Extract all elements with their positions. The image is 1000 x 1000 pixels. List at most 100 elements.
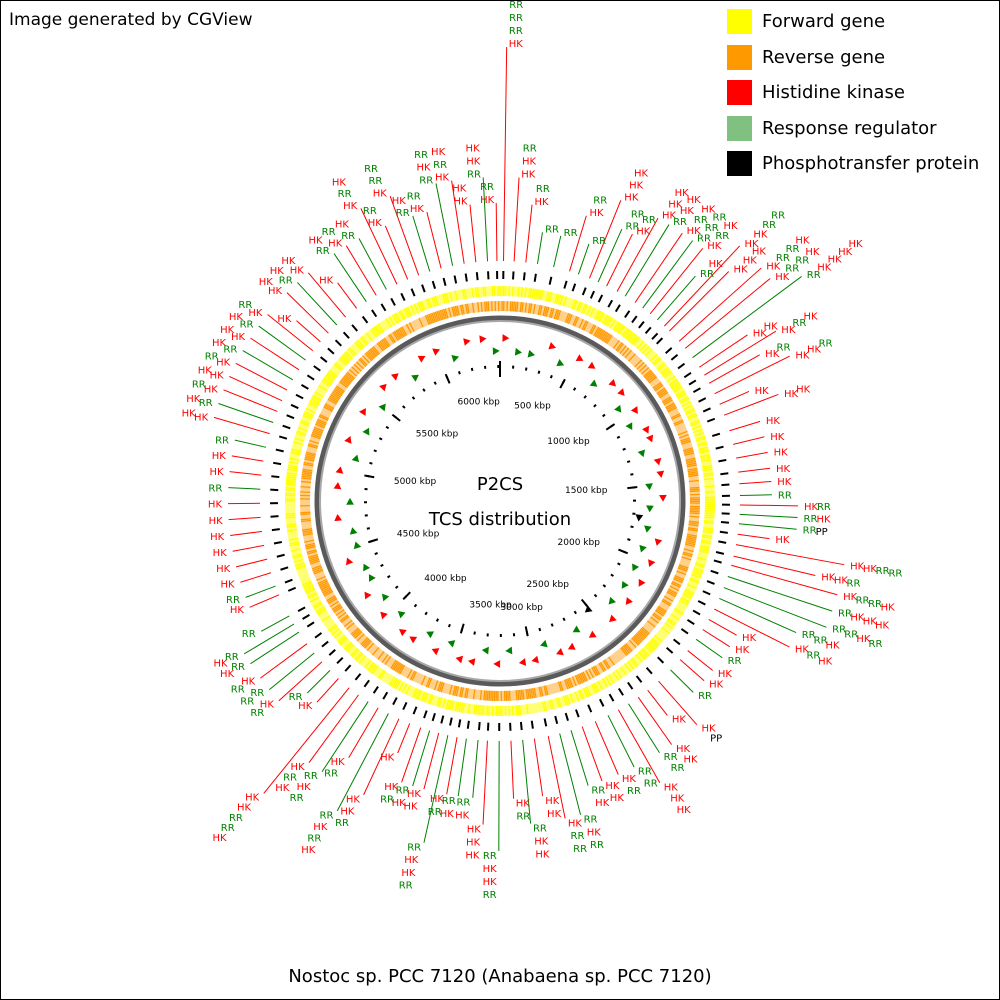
feature-label-rr: RR bbox=[571, 831, 585, 842]
feature-label-hk: HK bbox=[319, 276, 334, 287]
reverse-gene bbox=[426, 314, 432, 325]
feature-label-rr: RR bbox=[509, 26, 523, 37]
reverse-gene bbox=[308, 443, 319, 448]
reverse-gene bbox=[308, 555, 319, 560]
reverse-gene bbox=[336, 385, 345, 393]
forward-gene bbox=[531, 288, 535, 299]
feature-label-rr: RR bbox=[322, 227, 336, 238]
feature-tick bbox=[711, 432, 721, 437]
reverse-gene bbox=[557, 681, 563, 692]
forward-gene bbox=[313, 602, 323, 610]
forward-gene bbox=[520, 287, 524, 298]
reverse-gene bbox=[301, 472, 312, 475]
marker-rr bbox=[632, 563, 640, 572]
feature-leader-line bbox=[597, 228, 623, 283]
forward-gene bbox=[371, 327, 379, 337]
ruler-minor-tick bbox=[583, 395, 587, 399]
forward-gene bbox=[608, 674, 615, 684]
feature-tick bbox=[284, 578, 293, 584]
feature-leader-line bbox=[337, 282, 358, 309]
reverse-gene bbox=[680, 437, 690, 442]
reverse-gene bbox=[686, 460, 697, 465]
feature-leader-line bbox=[669, 271, 730, 332]
forward-gene bbox=[672, 384, 682, 392]
ruler-minor-tick bbox=[422, 388, 426, 392]
feature-label-rr: RR bbox=[802, 630, 816, 641]
reverse-gene bbox=[637, 631, 646, 640]
forward-gene bbox=[327, 623, 337, 631]
reverse-gene bbox=[302, 532, 313, 536]
reverse-gene bbox=[307, 444, 318, 449]
backbone-ring bbox=[314, 315, 686, 687]
feature-tick bbox=[702, 590, 711, 596]
forward-gene bbox=[473, 704, 476, 715]
feature-label-rr: RR bbox=[483, 890, 497, 901]
forward-gene bbox=[701, 539, 712, 543]
feature-label-rr: RR bbox=[644, 778, 658, 789]
reverse-gene bbox=[369, 348, 378, 357]
feature-leader-line bbox=[723, 393, 779, 416]
marker-rr bbox=[351, 454, 360, 463]
reverse-gene bbox=[477, 302, 480, 313]
reverse-gene bbox=[321, 586, 331, 593]
forward-gene bbox=[557, 294, 562, 305]
forward-gene bbox=[696, 441, 707, 446]
reverse-gene bbox=[647, 374, 657, 383]
reverse-gene bbox=[331, 392, 341, 400]
feature-label-rr: RR bbox=[792, 318, 806, 329]
reverse-gene bbox=[440, 682, 445, 693]
feature-leader-line bbox=[267, 314, 314, 352]
feature-label-rr: RR bbox=[590, 840, 604, 851]
feature-label-rr: RR bbox=[876, 566, 890, 577]
feature-label-rr: RR bbox=[433, 160, 447, 171]
marker-hk bbox=[609, 614, 617, 623]
forward-gene bbox=[515, 705, 518, 716]
forward-gene bbox=[312, 394, 322, 401]
forward-gene bbox=[288, 461, 299, 465]
feature-leader-line bbox=[533, 738, 544, 797]
feature-label-rr: RR bbox=[407, 843, 421, 854]
forward-gene bbox=[321, 615, 331, 622]
feature-leader-line bbox=[235, 362, 288, 391]
feature-label-hk: HK bbox=[795, 235, 810, 246]
reverse-gene bbox=[544, 306, 548, 317]
feature-label-hk: HK bbox=[331, 757, 346, 768]
feature-leader-line bbox=[307, 272, 347, 318]
reverse-gene bbox=[573, 316, 580, 327]
marker-pp bbox=[635, 514, 644, 522]
feature-label-rr: RR bbox=[856, 595, 870, 606]
feature-label-rr: RR bbox=[771, 211, 785, 222]
reverse-gene bbox=[509, 301, 512, 312]
forward-gene bbox=[309, 596, 320, 603]
reverse-gene bbox=[333, 389, 343, 397]
forward-gene bbox=[671, 383, 681, 390]
feature-label-hk: HK bbox=[332, 177, 347, 188]
reverse-gene bbox=[337, 611, 347, 619]
feature-label-rr: RR bbox=[419, 175, 433, 186]
feature-label-hk: HK bbox=[229, 312, 244, 323]
reverse-gene bbox=[316, 575, 326, 581]
ruler-minor-tick bbox=[378, 437, 383, 441]
reverse-gene bbox=[329, 600, 340, 608]
reverse-gene bbox=[641, 366, 650, 375]
feature-label-hk: HK bbox=[440, 809, 455, 820]
forward-gene bbox=[700, 457, 711, 461]
reverse-gene bbox=[303, 463, 314, 467]
forward-gene bbox=[586, 305, 592, 316]
forward-gene bbox=[679, 598, 690, 605]
reverse-gene bbox=[596, 328, 603, 338]
forward-gene bbox=[388, 316, 395, 326]
ruler-minor-tick bbox=[610, 573, 614, 577]
feature-label-rr: RR bbox=[785, 264, 799, 275]
feature-tick bbox=[721, 483, 730, 487]
feature-label-rr: RR bbox=[807, 270, 821, 281]
reverse-gene bbox=[324, 403, 335, 410]
forward-gene bbox=[702, 466, 713, 470]
reverse-gene bbox=[300, 513, 311, 516]
reverse-gene bbox=[682, 551, 693, 556]
forward-gene bbox=[569, 693, 575, 704]
reverse-gene bbox=[689, 486, 700, 489]
reverse-gene bbox=[615, 342, 623, 351]
feature-leader-line bbox=[658, 680, 698, 726]
forward-gene bbox=[420, 300, 426, 311]
